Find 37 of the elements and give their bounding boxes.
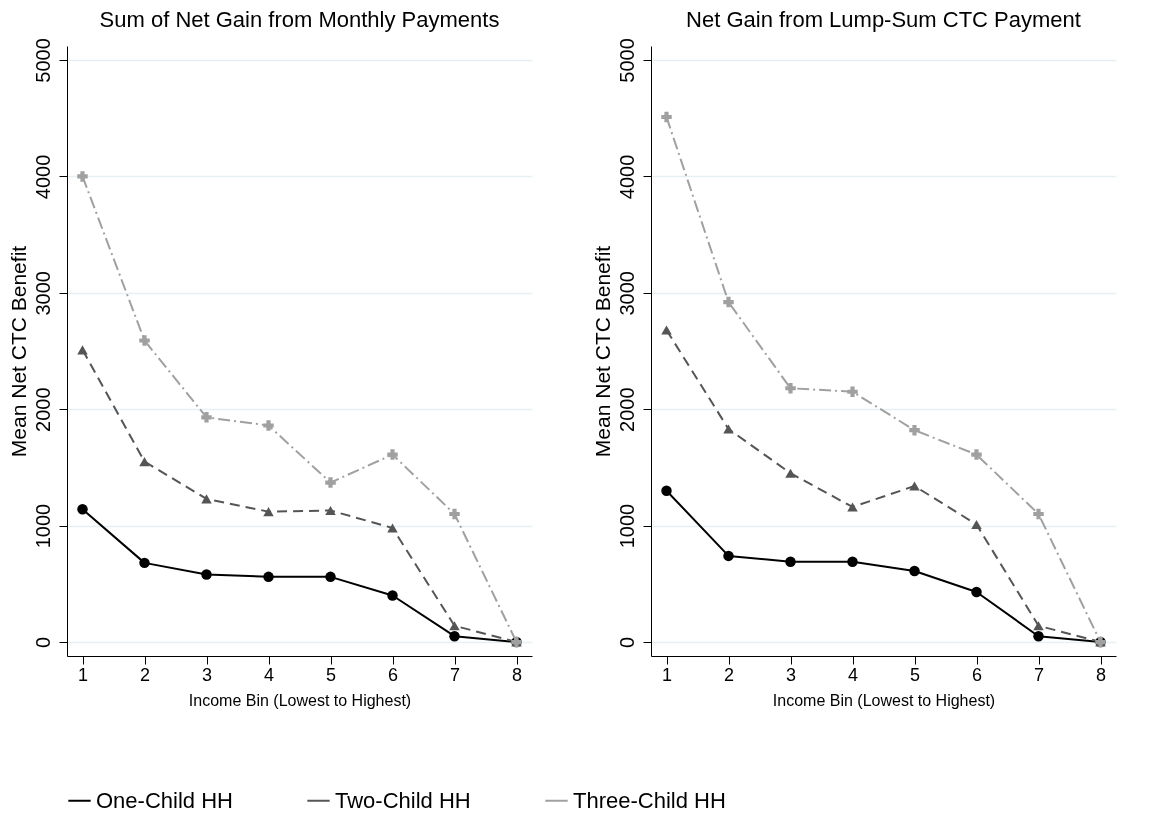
x-tick-label: 4	[263, 664, 275, 685]
x-tick-label: 2	[723, 664, 735, 685]
y-tick-label: 4000	[615, 154, 638, 200]
y-tick-label: 2000	[31, 387, 54, 432]
y-tick-label: 3000	[31, 271, 54, 316]
y-axis-title: Mean Net CTC Benefit	[590, 245, 614, 458]
legend-label: Two-Child HH	[335, 787, 471, 813]
x-tick-label: 2	[139, 664, 151, 685]
x-tick-label: 5	[325, 664, 337, 685]
x-tick-label: 4	[847, 664, 859, 685]
y-tick-label: 0	[615, 636, 638, 649]
x-tick-label: 8	[511, 664, 523, 685]
x-tick-label: 1	[661, 664, 673, 685]
x-tick-label: 7	[449, 664, 461, 685]
x-axis-title: Income Bin (Lowest to Highest)	[188, 691, 412, 709]
x-tick-label: 6	[971, 664, 983, 685]
chart-title: Net Gain from Lump-Sum CTC Payment	[686, 6, 1081, 32]
y-tick-label: 0	[31, 636, 54, 649]
y-tick-label: 3000	[615, 271, 638, 316]
x-tick-label: 6	[387, 664, 399, 685]
x-tick-label: 7	[1033, 664, 1045, 685]
x-tick-label: 1	[77, 664, 89, 685]
legend-label: One-Child HH	[96, 787, 233, 813]
chart-title: Sum of Net Gain from Monthly Payments	[99, 6, 500, 32]
y-tick-label: 2000	[615, 387, 638, 432]
y-tick-label: 1000	[615, 503, 638, 549]
x-tick-label: 8	[1095, 664, 1107, 685]
legend-label: Three-Child HH	[573, 787, 726, 813]
x-axis-title: Income Bin (Lowest to Highest)	[772, 691, 996, 709]
y-tick-label: 5000	[31, 38, 54, 83]
x-tick-label: 3	[785, 664, 797, 685]
x-tick-label: 3	[201, 664, 213, 685]
y-tick-label: 5000	[615, 38, 638, 83]
y-axis-title: Mean Net CTC Benefit	[6, 245, 30, 458]
x-tick-label: 5	[909, 664, 921, 685]
y-tick-label: 1000	[31, 503, 54, 549]
y-tick-label: 4000	[31, 154, 54, 200]
